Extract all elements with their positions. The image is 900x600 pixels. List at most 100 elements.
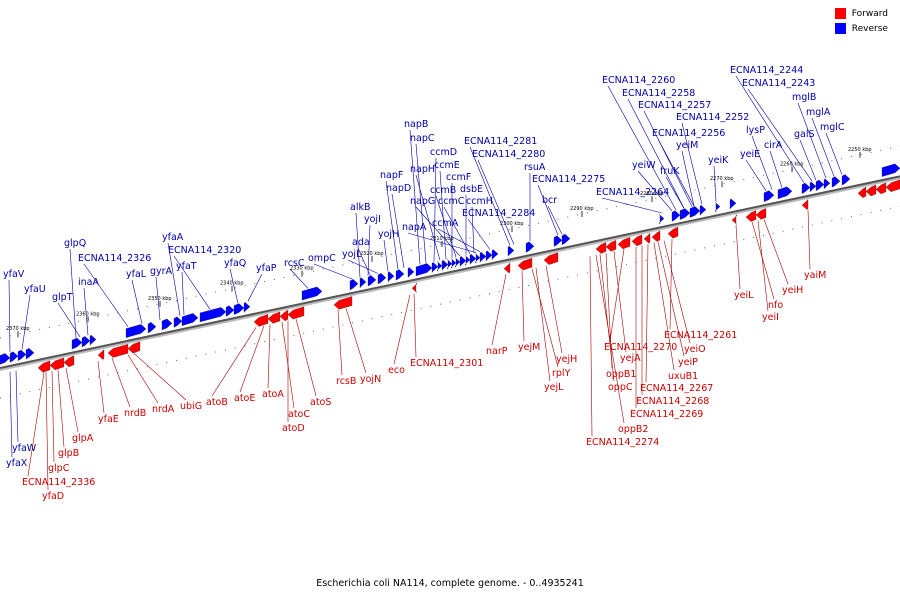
forward-gene-arrow <box>667 226 679 239</box>
forward-gene-label: ECNA114_2274 <box>586 437 659 448</box>
reverse-gene-arrow <box>553 235 563 247</box>
reverse-gene-arrow <box>415 263 433 277</box>
leader-line <box>347 259 379 274</box>
reverse-gene-label: napB <box>404 119 428 130</box>
reverse-gene-arrow <box>479 251 487 263</box>
forward-gene-arrow <box>631 234 643 247</box>
forward-gene-arrow <box>279 309 289 322</box>
reverse-gene-arrow <box>431 261 439 273</box>
forward-gene-arrow <box>267 311 281 324</box>
reverse-gene-arrow <box>671 210 681 222</box>
leader-line <box>645 243 649 383</box>
leader-line <box>547 205 563 235</box>
leader-line <box>21 294 31 350</box>
reverse-gene-arrow <box>679 208 691 220</box>
forward-gene-arrow <box>605 240 617 252</box>
leader-line <box>295 318 317 397</box>
leader-line <box>415 174 441 261</box>
forward-gene-label: uxuB1 <box>668 371 698 382</box>
reverse-gene-label: napD <box>386 183 411 194</box>
leader-line <box>167 242 181 316</box>
reverse-gene-arrow <box>81 336 91 348</box>
reverse-gene-label: ada <box>352 237 370 248</box>
leader-line <box>763 219 789 285</box>
leader-line <box>735 75 805 183</box>
leader-line <box>133 353 187 401</box>
forward-gene-label: nrdB <box>124 408 146 419</box>
leader-line <box>757 220 769 312</box>
legend-forward: Forward <box>834 8 888 19</box>
forward-gene-label: eco <box>388 365 405 376</box>
forward-gene-label: yejL <box>544 382 564 393</box>
leader-line <box>735 225 741 290</box>
leader-line <box>407 232 477 253</box>
legend-reverse: Reverse <box>834 23 888 34</box>
leader-line <box>751 221 775 300</box>
reverse-gene-arrow <box>831 176 841 188</box>
reverse-gene-arrow <box>377 273 387 285</box>
reverse-gene-arrow <box>450 258 457 269</box>
reverse-gene-arrow <box>714 202 721 213</box>
leader-line <box>173 255 211 310</box>
forward-gene-arrow <box>731 214 738 225</box>
upper-dotted-line <box>0 145 900 339</box>
forward-gene-arrow <box>801 198 809 210</box>
leader-line <box>267 324 271 389</box>
reverse-gene-label: yojL <box>342 249 362 260</box>
forward-gene-label: oppC <box>608 382 633 393</box>
reverse-gene-arrow <box>161 318 173 331</box>
leader-line <box>811 117 835 177</box>
forward-gene-label: nrdA <box>152 404 175 415</box>
reverse-gene-arrow <box>71 337 83 350</box>
tick-label: 2290 kbp <box>570 206 594 212</box>
forward-gene-label: ECNA114_2336 <box>22 477 95 488</box>
leader-line <box>367 224 371 276</box>
reverse-gene-label: napG <box>410 196 435 207</box>
forward-gene-label: rcsB <box>336 376 356 387</box>
reverse-gene-label: ccmH <box>466 196 493 207</box>
reverse-gene-arrow <box>367 275 377 287</box>
leader-line <box>681 150 695 207</box>
forward-gene-label: ECNA114_2269 <box>630 409 703 420</box>
forward-gene-arrow <box>333 296 353 310</box>
reverse-gene-label: gyrA <box>150 266 173 277</box>
forward-gene-label: atoA <box>262 389 284 400</box>
forward-gene-label: ECNA114_2270 <box>604 342 677 353</box>
reverse-gene-arrow <box>436 261 443 272</box>
leader-line <box>665 176 685 209</box>
leader-line <box>439 170 447 260</box>
reverse-gene-label: yojH <box>378 229 399 240</box>
forward-gene-label: yejH <box>556 354 577 365</box>
lower-dotted-line <box>0 205 900 399</box>
forward-gene-arrow <box>97 348 105 360</box>
leader-line <box>433 157 437 262</box>
tick-label: 2260 kbp <box>780 161 804 167</box>
forward-gene-label: oppB2 <box>618 424 648 435</box>
forward-gene-label: nfo <box>768 300 783 311</box>
tick-label: 2250 kbp <box>848 147 872 153</box>
reverse-gene-label: lysP <box>746 125 765 136</box>
reverse-gene-label: ECNA114_2326 <box>78 253 151 264</box>
leader-line <box>435 195 457 257</box>
reverse-gene-arrow <box>658 213 665 225</box>
reverse-gene-label: yfaP <box>256 263 277 274</box>
reverse-gene-label: ECNA114_2280 <box>472 149 545 160</box>
leader-line <box>155 276 161 320</box>
reverse-gene-label: ECNA114_2256 <box>652 128 725 139</box>
reverse-gene-arrow <box>173 316 183 328</box>
leader-line <box>657 241 685 357</box>
reverse-gene-arrow <box>181 313 199 326</box>
reverse-gene-arrow <box>699 204 707 216</box>
leader-line <box>51 370 55 463</box>
reverse-gene-arrow <box>454 257 461 268</box>
reverse-gene-label: ECNA114_2320 <box>168 245 241 256</box>
reverse-gene-arrow <box>561 233 571 246</box>
reverse-gene-label: yfaW <box>12 443 37 454</box>
leader-line <box>825 132 843 175</box>
leader-line <box>127 354 159 404</box>
forward-gene-label: yeiL <box>734 290 754 301</box>
forward-gene-label: glpA <box>72 433 94 444</box>
reverse-gene-arrow <box>464 255 471 266</box>
reverse-gene-label: ECNA114_2260 <box>602 75 675 86</box>
forward-gene-label: atoB <box>206 397 228 408</box>
